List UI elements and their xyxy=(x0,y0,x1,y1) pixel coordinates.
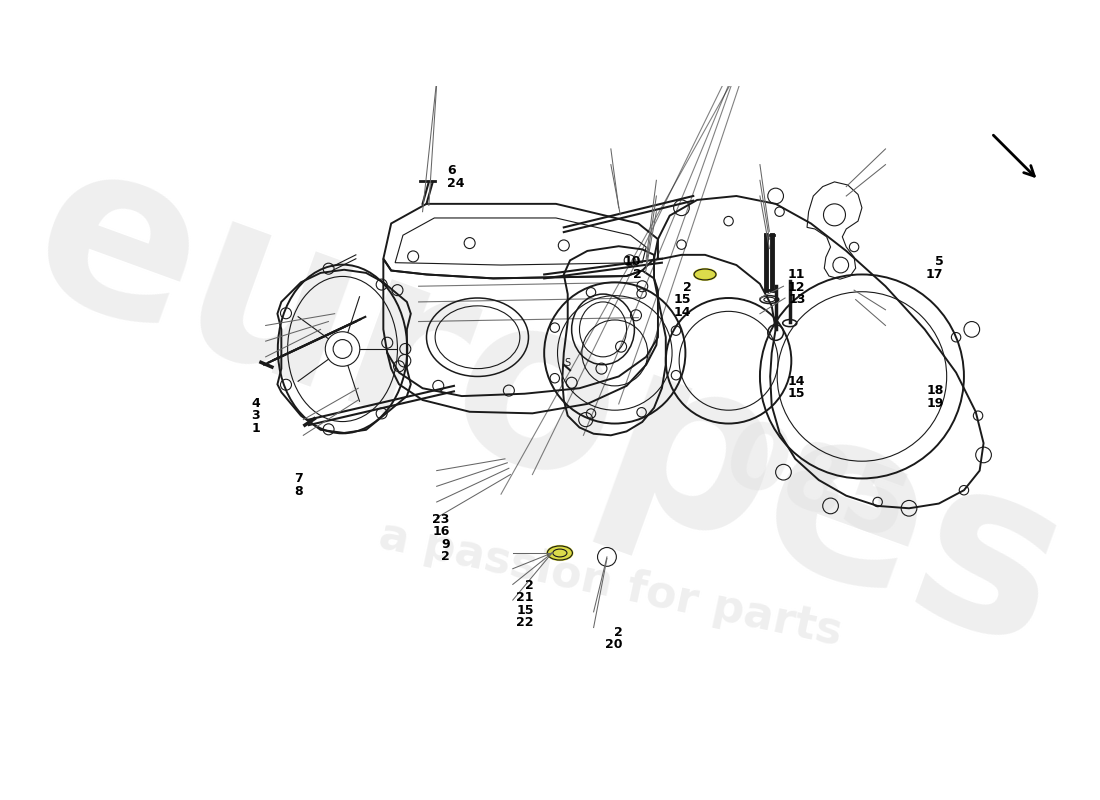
Text: 10: 10 xyxy=(624,255,641,269)
Text: S: S xyxy=(564,358,571,368)
Text: 5: 5 xyxy=(935,255,944,269)
Text: 15: 15 xyxy=(516,604,534,617)
Text: 23: 23 xyxy=(432,513,450,526)
Text: 15: 15 xyxy=(674,293,692,306)
Text: 4: 4 xyxy=(251,397,260,410)
Text: 20: 20 xyxy=(605,638,623,651)
Text: 8: 8 xyxy=(295,485,304,498)
Text: 3: 3 xyxy=(252,409,260,422)
Text: 6: 6 xyxy=(448,164,455,178)
Text: 2: 2 xyxy=(614,626,623,638)
Text: 2: 2 xyxy=(683,281,692,294)
Text: 2: 2 xyxy=(441,550,450,563)
Text: 24: 24 xyxy=(448,177,465,190)
Text: 085: 085 xyxy=(712,413,918,560)
Text: 17: 17 xyxy=(926,268,944,281)
Text: 15: 15 xyxy=(788,387,805,400)
Text: 21: 21 xyxy=(516,591,534,604)
Text: a passion for parts: a passion for parts xyxy=(375,514,846,654)
Text: 1: 1 xyxy=(251,422,260,434)
Ellipse shape xyxy=(694,269,716,280)
Text: 14: 14 xyxy=(674,306,692,318)
Text: 2: 2 xyxy=(525,578,533,592)
Text: 18: 18 xyxy=(926,384,944,397)
Text: 7: 7 xyxy=(295,472,304,485)
Text: 2: 2 xyxy=(632,268,641,281)
Text: 13: 13 xyxy=(788,293,805,306)
Text: europes: europes xyxy=(3,117,1092,699)
Text: 22: 22 xyxy=(516,616,534,630)
Text: 19: 19 xyxy=(926,397,944,410)
Text: 11: 11 xyxy=(788,268,805,281)
Text: 12: 12 xyxy=(788,281,805,294)
Ellipse shape xyxy=(548,546,572,560)
Text: 14: 14 xyxy=(788,374,805,388)
Text: 9: 9 xyxy=(441,538,450,551)
Text: 16: 16 xyxy=(432,526,450,538)
